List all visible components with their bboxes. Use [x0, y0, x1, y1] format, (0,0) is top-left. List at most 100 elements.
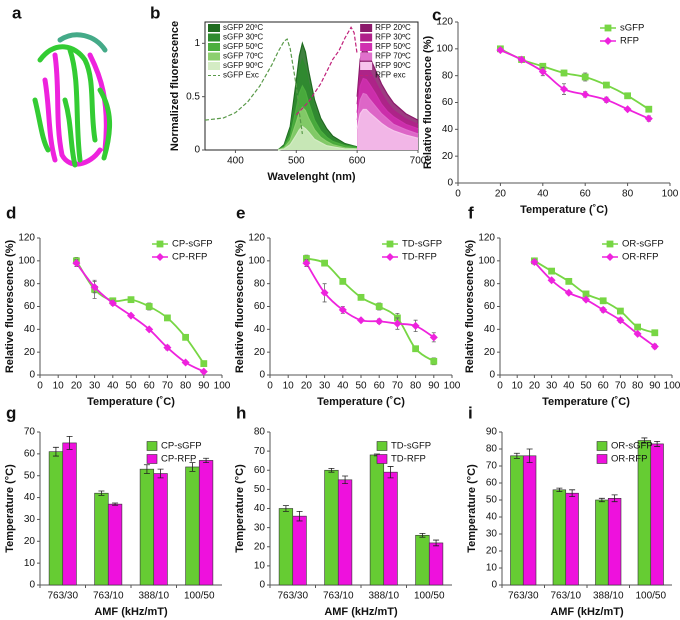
- x-tick-label: 700: [410, 156, 427, 167]
- x-axis-title: AMF (kHz/mT): [94, 606, 168, 618]
- line: [356, 46, 419, 121]
- y-tick-label: 40: [486, 512, 498, 523]
- x-tick-label: 20: [495, 189, 507, 200]
- marker: [90, 283, 99, 292]
- y-tick-label: 50: [254, 484, 266, 495]
- x-tick-label: 0: [497, 381, 503, 392]
- marker: [145, 303, 153, 310]
- marker: [496, 46, 505, 55]
- marker: [606, 240, 614, 248]
- legend-swatch: [376, 441, 388, 451]
- marker: [602, 95, 611, 104]
- y-tick-label: 0: [29, 580, 35, 591]
- marker: [604, 37, 612, 45]
- line: [277, 125, 358, 151]
- legend-label: CP-RFP: [172, 252, 207, 263]
- y-tick-label: 100: [18, 255, 35, 266]
- x-tick-label: 60: [374, 381, 386, 392]
- marker: [375, 317, 384, 326]
- marker: [320, 288, 329, 297]
- legend-swatch: [208, 24, 220, 32]
- marker: [429, 333, 438, 342]
- legend-swatch: [208, 43, 220, 51]
- legend-label: RFP 90ºC: [375, 61, 411, 70]
- bar: [552, 489, 567, 586]
- marker: [411, 321, 420, 330]
- y-tick-label: 0: [491, 580, 497, 591]
- y-tick-label: 80: [442, 70, 454, 81]
- legend-swatch: [146, 441, 158, 451]
- y-tick-label: 40: [254, 324, 266, 335]
- y-tick-label: 40: [24, 492, 36, 503]
- marker: [564, 288, 573, 297]
- marker: [645, 105, 653, 113]
- x-tick-label: 388/10: [368, 591, 399, 602]
- x-tick-label: 763/10: [93, 591, 124, 602]
- y-tick-label: 80: [484, 278, 496, 289]
- y-tick-label: 80: [24, 278, 36, 289]
- legend-swatch: [360, 24, 373, 32]
- y-tick-label: 100: [436, 43, 453, 54]
- x-axis-title: AMF (kHz/mT): [550, 606, 624, 618]
- legend-label: CP-sGFP: [161, 441, 202, 452]
- x-tick-label: 763/30: [277, 591, 308, 602]
- panel-letter: a: [12, 3, 22, 22]
- x-tick-label: 763/30: [508, 591, 539, 602]
- x-tick-label: 50: [125, 381, 137, 392]
- error-bar: [66, 435, 73, 450]
- x-tick-label: 50: [355, 381, 367, 392]
- protein-structure: [32, 32, 113, 168]
- panel-letter: f: [468, 203, 474, 222]
- legend-swatch: [208, 33, 220, 42]
- marker: [127, 296, 135, 304]
- x-tick-label: 60: [144, 381, 156, 392]
- error-bar: [98, 490, 105, 496]
- y-tick-label: 100: [478, 255, 495, 266]
- line: [277, 106, 358, 151]
- y-axis-title: Temperature (°C): [4, 464, 16, 553]
- x-tick-label: 100: [214, 381, 231, 392]
- line: [277, 84, 358, 151]
- error-bar: [112, 502, 119, 506]
- marker: [357, 293, 365, 301]
- marker: [412, 345, 419, 353]
- x-tick-label: 80: [180, 381, 192, 392]
- y-tick-label: 10: [24, 558, 36, 569]
- marker: [599, 297, 607, 305]
- panel-letter: e: [236, 203, 245, 222]
- error-bar: [569, 489, 576, 497]
- x-tick-label: 30: [319, 381, 331, 392]
- bar: [428, 542, 444, 586]
- marker: [430, 357, 438, 365]
- marker: [530, 257, 539, 266]
- error-bar: [513, 452, 520, 459]
- y-tick-label: 20: [442, 151, 454, 162]
- line: [204, 38, 303, 135]
- x-tick-label: 70: [162, 381, 174, 392]
- y-tick-label: 30: [24, 514, 36, 525]
- y-tick-label: 0: [489, 370, 495, 381]
- marker: [651, 329, 659, 337]
- bar: [107, 503, 123, 586]
- legend-label: sGFP 90ºC: [223, 61, 263, 70]
- x-tick-label: 100/50: [635, 591, 666, 602]
- x-tick-label: 80: [622, 189, 634, 200]
- x-tick-label: 90: [428, 381, 440, 392]
- marker: [339, 277, 347, 285]
- x-tick-label: 0: [37, 381, 43, 392]
- x-tick-label: 30: [546, 381, 558, 392]
- bar: [595, 499, 609, 586]
- y-tick-label: 20: [24, 536, 36, 547]
- marker: [581, 90, 590, 99]
- marker: [303, 255, 310, 262]
- x-tick-label: 40: [107, 381, 119, 392]
- y-tick-label: 0: [447, 178, 453, 189]
- legend-label: RFP 50ºC: [375, 42, 411, 51]
- marker: [108, 299, 117, 308]
- y-tick-label: 20: [254, 347, 266, 358]
- y-tick-label: 20: [254, 541, 266, 552]
- legend-swatch: [360, 43, 373, 51]
- error-bar: [526, 448, 533, 463]
- marker: [338, 305, 347, 314]
